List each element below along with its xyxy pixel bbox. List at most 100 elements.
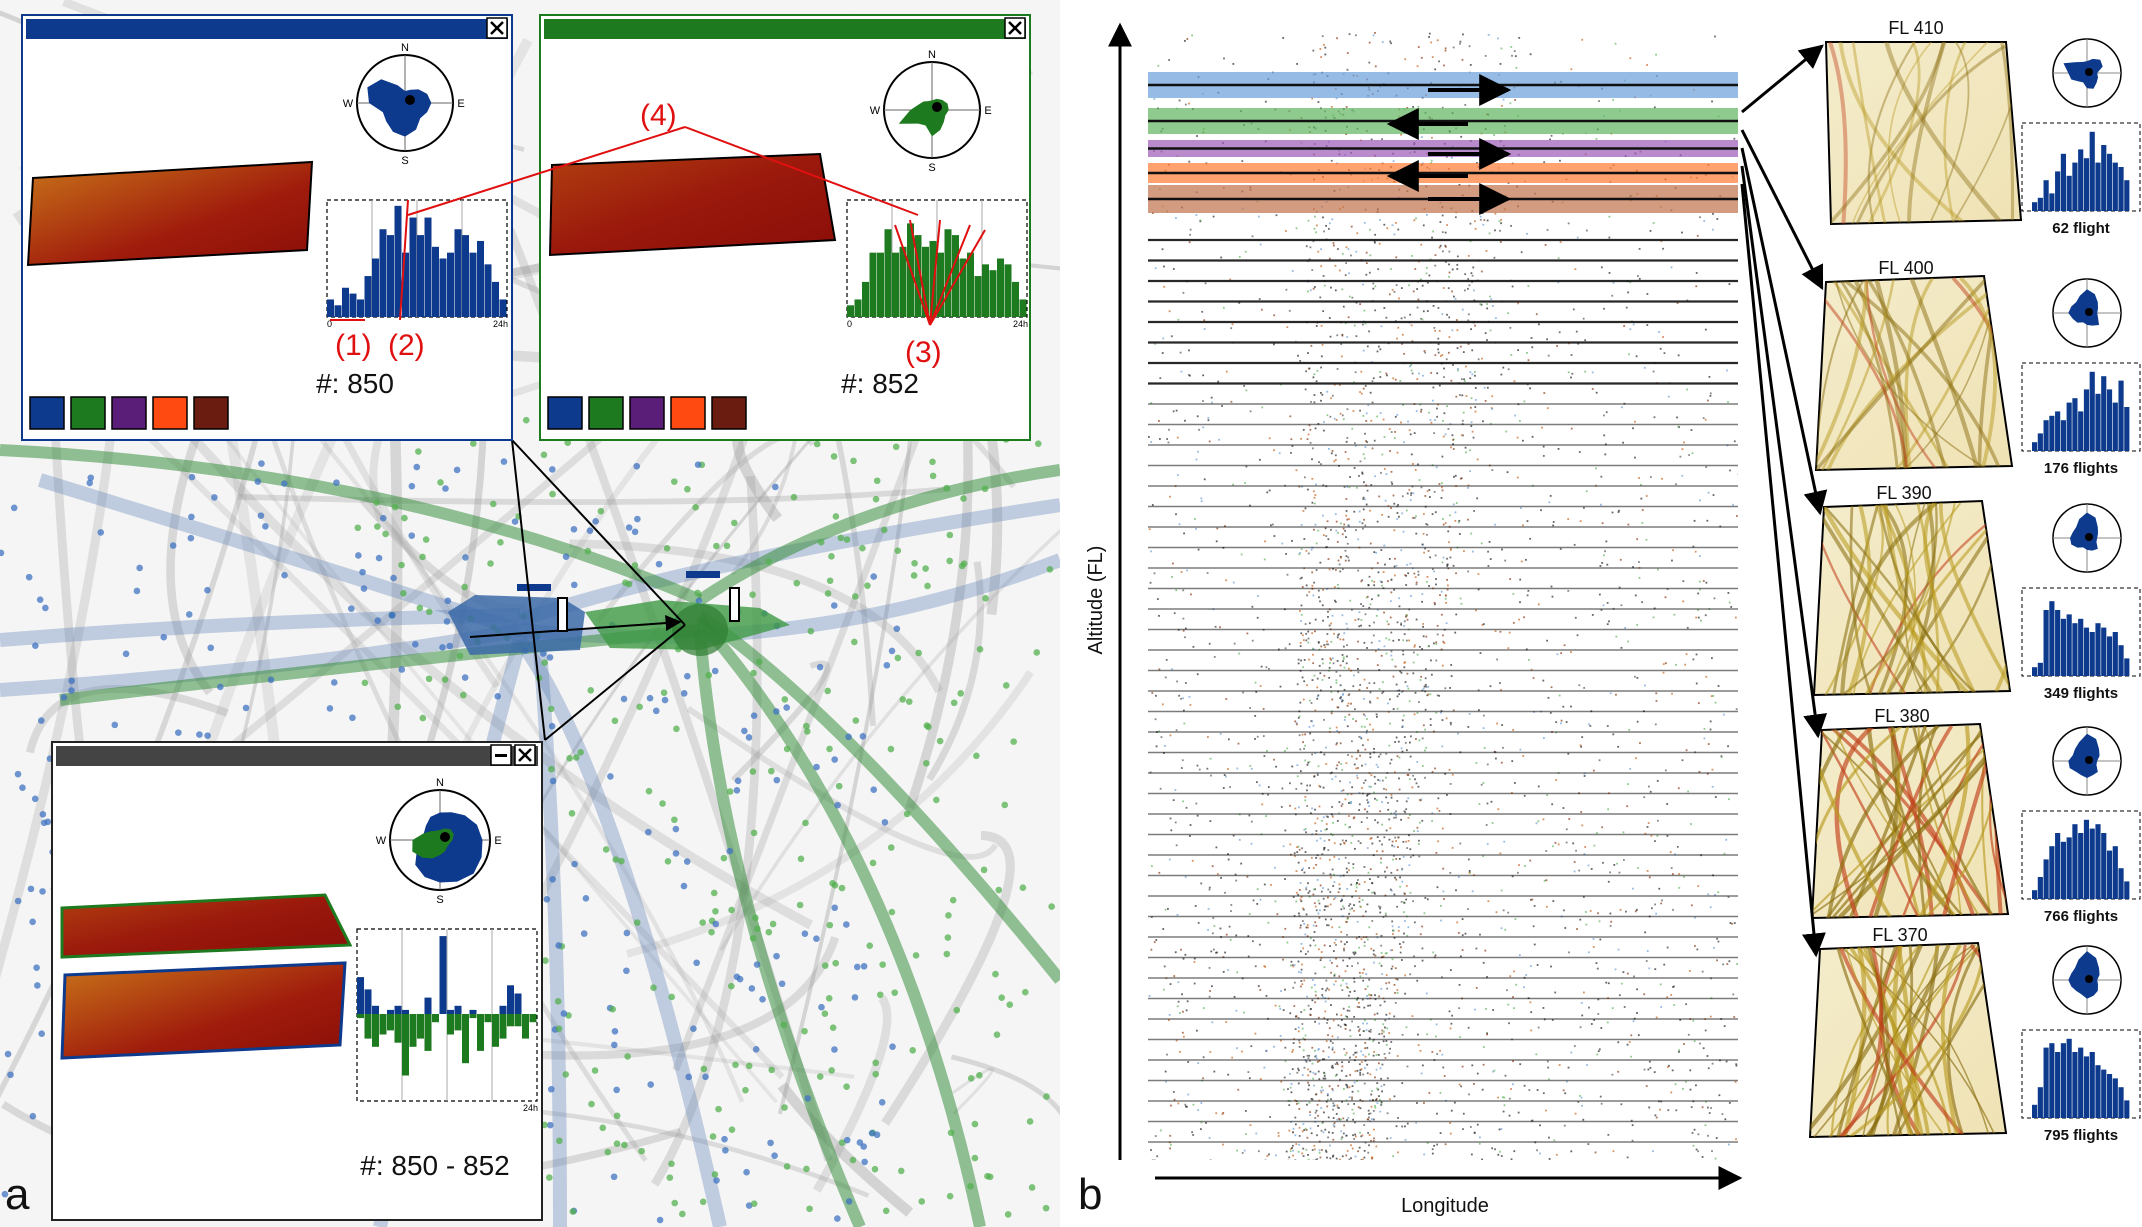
scatter-point — [1440, 590, 1443, 593]
scatter-point — [1321, 995, 1324, 998]
scatter-point — [1197, 1062, 1200, 1064]
position-dot — [185, 611, 193, 618]
scatter-point — [1471, 550, 1474, 553]
scatter-point — [1494, 212, 1497, 215]
scatter-point — [1626, 972, 1629, 975]
color-swatch[interactable] — [193, 396, 229, 430]
position-dot — [879, 961, 886, 968]
histogram-bar — [514, 1014, 522, 1027]
scatter-point — [1345, 762, 1348, 765]
color-swatch[interactable] — [629, 396, 665, 430]
minimize-icon[interactable] — [490, 744, 512, 766]
scatter-point — [1333, 855, 1336, 858]
histogram-bar — [342, 287, 349, 317]
scatter-point — [1374, 819, 1377, 822]
scatter-point — [1411, 254, 1413, 257]
close-icon[interactable] — [486, 17, 508, 39]
window-title-bar[interactable] — [56, 746, 538, 766]
scatter-point — [1343, 1048, 1346, 1050]
histogram-bar — [357, 1014, 364, 1019]
scatter-point — [1413, 572, 1416, 575]
scatter-point — [1348, 1086, 1351, 1089]
scatter-point — [1240, 553, 1243, 556]
scatter-point — [1390, 967, 1393, 970]
scatter-point — [1518, 618, 1521, 621]
scatter-point — [1447, 428, 1450, 430]
scatter-point — [1422, 224, 1425, 227]
histogram-bar — [372, 1005, 379, 1014]
scatter-point — [1383, 223, 1386, 226]
scatter-point — [1422, 374, 1424, 377]
scatter-point — [1652, 370, 1655, 373]
color-swatch[interactable] — [29, 396, 65, 430]
scatter-point — [1303, 538, 1306, 540]
position-dot — [401, 514, 408, 522]
scatter-point — [1227, 768, 1229, 770]
scatter-point — [1186, 38, 1189, 40]
position-dot — [993, 1031, 1001, 1038]
scatter-point — [1251, 639, 1254, 642]
scatter-point — [1523, 986, 1525, 989]
scatter-point — [1431, 1148, 1434, 1151]
scatter-point — [1348, 518, 1350, 520]
color-swatch[interactable] — [588, 396, 624, 430]
scatter-point — [1373, 551, 1376, 554]
color-swatch[interactable] — [152, 396, 188, 430]
scatter-point — [1303, 659, 1306, 661]
scatter-point — [1467, 486, 1469, 489]
scatter-point — [1324, 918, 1327, 921]
scatter-point — [1606, 563, 1609, 566]
scatter-point — [1299, 898, 1302, 901]
scatter-point — [1150, 402, 1153, 404]
histogram-bar — [959, 258, 967, 317]
scatter-point — [1446, 794, 1448, 796]
scatter-point — [1529, 859, 1532, 862]
scatter-point — [1304, 507, 1307, 510]
scatter-point — [1256, 888, 1259, 891]
color-swatch[interactable] — [547, 396, 583, 430]
scatter-point — [1290, 438, 1293, 441]
scatter-point — [1323, 909, 1326, 911]
scatter-point — [1315, 857, 1318, 859]
green-trajectory — [0, 444, 703, 606]
histogram-bar — [929, 240, 937, 317]
scatter-point — [1329, 1144, 1331, 1147]
position-dot — [773, 952, 780, 960]
position-dot — [749, 934, 757, 942]
position-dot — [621, 1141, 628, 1149]
scatter-point — [1341, 839, 1344, 842]
scatter-point — [1380, 1103, 1383, 1106]
scatter-point — [1332, 950, 1335, 952]
scatter-point — [1459, 42, 1461, 45]
scatter-point — [1378, 779, 1381, 782]
scatter-point — [1285, 553, 1288, 555]
color-swatch[interactable] — [711, 396, 747, 430]
scatter-point — [1315, 231, 1318, 234]
close-icon[interactable] — [1004, 17, 1026, 39]
color-palette[interactable] — [29, 396, 229, 430]
scatter-point — [1627, 291, 1630, 294]
scatter-point — [1326, 390, 1329, 393]
scatter-point — [1371, 579, 1373, 582]
scatter-point — [1523, 794, 1526, 797]
scatter-point — [1305, 831, 1307, 834]
color-swatch[interactable] — [70, 396, 106, 430]
scatter-point — [1314, 215, 1316, 218]
window-title-bar[interactable] — [544, 19, 1026, 39]
scatter-point — [1229, 786, 1231, 789]
close-icon[interactable] — [514, 744, 536, 766]
color-palette[interactable] — [547, 396, 747, 430]
color-swatch[interactable] — [111, 396, 147, 430]
scatter-point — [1307, 1154, 1309, 1156]
scatter-point — [1479, 303, 1482, 306]
scatter-point — [1334, 1074, 1337, 1077]
scatter-point — [1373, 775, 1376, 778]
scatter-point — [1412, 672, 1415, 675]
scatter-point — [1371, 1090, 1373, 1092]
color-swatch[interactable] — [670, 396, 706, 430]
scatter-point — [1444, 522, 1447, 524]
window-title-bar[interactable] — [26, 19, 508, 39]
